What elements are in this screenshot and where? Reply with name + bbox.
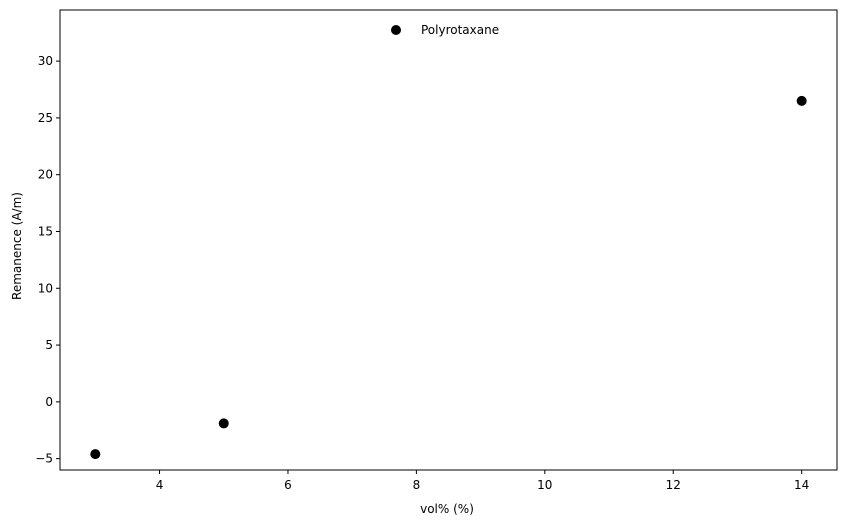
x-tick-label: 4 bbox=[156, 478, 164, 492]
x-tick-label: 10 bbox=[537, 478, 552, 492]
y-axis-ticks: −5 0 5 10 15 20 25 30 bbox=[35, 54, 60, 466]
x-axis-label: vol% (%) bbox=[420, 502, 474, 516]
x-tick-label: 12 bbox=[666, 478, 681, 492]
plot-frame bbox=[59, 9, 838, 471]
x-tick-label: 6 bbox=[284, 478, 292, 492]
x-tick-label: 8 bbox=[413, 478, 421, 492]
data-point bbox=[796, 95, 807, 106]
legend: Polyrotaxane bbox=[391, 23, 499, 37]
y-tick-label: 30 bbox=[38, 54, 53, 68]
y-tick-label: 10 bbox=[38, 281, 53, 295]
y-tick-label: 0 bbox=[45, 395, 53, 409]
data-point bbox=[90, 449, 101, 460]
legend-label: Polyrotaxane bbox=[421, 23, 499, 37]
y-tick-label: −5 bbox=[35, 452, 53, 466]
y-tick-label: 15 bbox=[38, 224, 53, 238]
plot-area bbox=[59, 9, 838, 471]
y-tick-label: 25 bbox=[38, 111, 53, 125]
y-tick-label: 20 bbox=[38, 168, 53, 182]
data-points bbox=[90, 95, 807, 460]
x-axis-ticks: 4 6 8 10 12 14 bbox=[156, 470, 809, 492]
y-axis-label: Remanence (A/m) bbox=[10, 192, 24, 300]
y-tick-label: 5 bbox=[45, 338, 53, 352]
data-point bbox=[218, 418, 229, 429]
legend-marker bbox=[391, 25, 401, 35]
x-tick-label: 14 bbox=[794, 478, 809, 492]
